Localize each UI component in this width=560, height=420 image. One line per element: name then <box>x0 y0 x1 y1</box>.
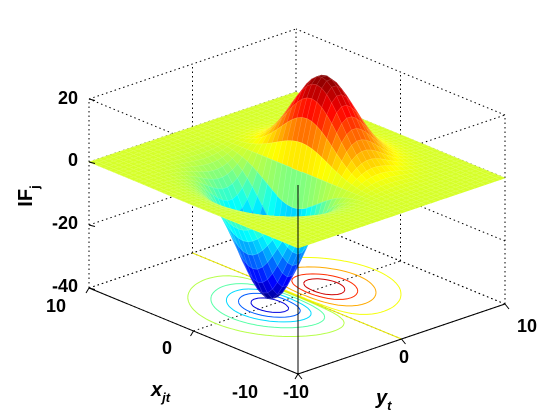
contour-line <box>291 273 359 300</box>
z-tick-mark <box>88 98 96 101</box>
contour-line <box>250 297 290 313</box>
floor-contours <box>187 252 402 340</box>
mesh-line <box>281 165 293 205</box>
y-tick-mark <box>401 338 406 345</box>
z-tick-label: -40 <box>52 276 78 296</box>
x-tick-label: 0 <box>162 338 172 358</box>
x-tick-mark <box>85 287 90 294</box>
z-tick-label: -20 <box>52 213 78 233</box>
z-tick-mark <box>88 224 96 227</box>
x-tick-mark <box>294 373 299 380</box>
x-tick-mark <box>190 330 194 337</box>
x-axis-label-main: x <box>150 379 163 401</box>
x-axis-label-sub: jt <box>160 390 171 405</box>
x-tick-label: 10 <box>46 296 66 316</box>
mesh-line <box>93 162 104 167</box>
grid-line <box>295 28 506 116</box>
contour-line <box>303 278 346 296</box>
grid-line <box>295 217 506 305</box>
y-tick-label: 0 <box>399 347 409 367</box>
y-tick-label: -10 <box>283 382 309 402</box>
z-axis-label-sub: j <box>27 185 42 190</box>
y-axis-ticks: -10 0 10 <box>283 316 537 402</box>
y-axis-label-sub: t <box>387 398 392 413</box>
mesh-line <box>276 163 288 201</box>
mesh-line <box>296 142 307 173</box>
y-axis-label: yt <box>375 387 392 413</box>
mesh-line <box>291 141 302 171</box>
z-tick-label: 20 <box>58 88 78 108</box>
mesh-line <box>301 173 312 210</box>
x-tick-label: -10 <box>232 382 258 402</box>
contour-line <box>187 275 345 337</box>
mesh-line <box>98 164 109 169</box>
mesh-line <box>103 166 114 171</box>
mesh-line <box>296 171 308 209</box>
grid-line <box>88 28 297 100</box>
surface-mesh <box>88 74 506 299</box>
z-axis-ticks: 20 0 -20 -40 <box>52 88 78 296</box>
contour-zero-line <box>192 252 402 340</box>
y-axis-label-main: y <box>375 387 388 409</box>
y-tick-mark <box>297 373 303 380</box>
y-tick-label: 10 <box>517 316 537 336</box>
z-axis-label: IFj <box>15 185 42 206</box>
svg-text:IFj: IFj <box>15 185 42 206</box>
x-axis-label: xjt <box>150 379 171 405</box>
z-tick-label: 0 <box>68 150 78 170</box>
y-tick-mark <box>504 303 510 310</box>
z-axis-label-main: IF <box>15 189 37 207</box>
